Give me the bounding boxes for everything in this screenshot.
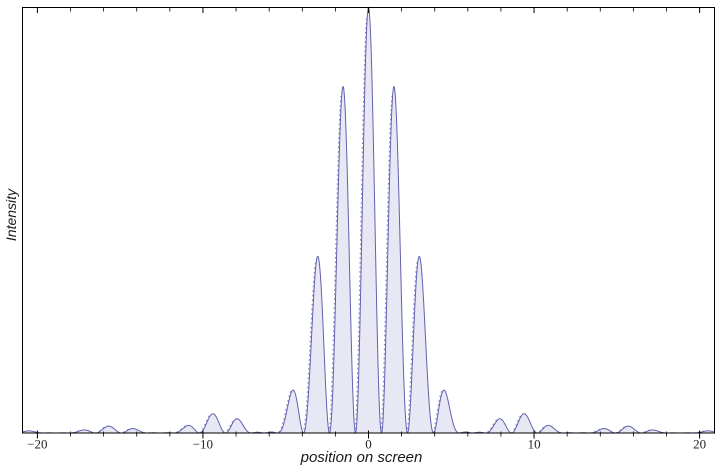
- x-tick-label: 20: [693, 437, 706, 452]
- y-axis-label: Intensity: [3, 188, 19, 242]
- intensity-curve: [22, 6, 715, 434]
- x-tick-label: −10: [193, 437, 213, 452]
- x-tick-label: 10: [528, 437, 541, 452]
- x-tick-label: 0: [365, 437, 372, 452]
- x-tick-label: −20: [27, 437, 47, 452]
- axis-ticks: [36, 7, 701, 439]
- x-axis-label: position on screen: [300, 449, 423, 466]
- curve-layer: [22, 6, 715, 435]
- x-tick-labels: −20 −10 0 10 20: [27, 437, 706, 452]
